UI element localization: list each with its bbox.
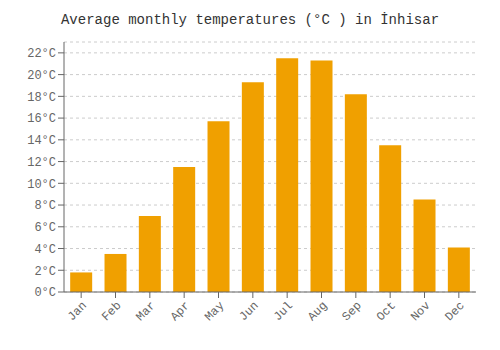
svg-text:Mar: Mar <box>134 299 159 324</box>
svg-text:6°C: 6°C <box>34 221 56 235</box>
svg-text:16°C: 16°C <box>27 112 56 126</box>
svg-text:22°C: 22°C <box>27 47 56 61</box>
svg-text:Jul: Jul <box>271 299 296 324</box>
svg-text:4°C: 4°C <box>34 243 56 257</box>
html-text:Average monthly temperatures (: Average monthly temperatures (°C ) in İn… <box>61 12 439 28</box>
svg-text:14°C: 14°C <box>27 134 56 148</box>
svg-text:20°C: 20°C <box>27 69 56 83</box>
svg-text:May: May <box>202 299 227 324</box>
svg-text:18°C: 18°C <box>27 91 56 105</box>
svg-text:8°C: 8°C <box>34 199 56 213</box>
svg-text:Sep: Sep <box>340 299 365 324</box>
svg-text:2°C: 2°C <box>34 265 56 279</box>
svg-text:Jan: Jan <box>65 299 90 324</box>
svg-text:Dec: Dec <box>443 299 468 324</box>
svg-text:Apr: Apr <box>168 299 193 324</box>
svg-text:10°C: 10°C <box>27 178 56 192</box>
svg-text:0°C: 0°C <box>34 286 56 300</box>
svg-text:Oct: Oct <box>374 299 399 324</box>
svg-text:Feb: Feb <box>99 299 124 324</box>
svg-text:Nov: Nov <box>408 299 433 324</box>
svg-text:12°C: 12°C <box>27 156 56 170</box>
svg-text:Aug: Aug <box>305 299 330 324</box>
svg-text:Jun: Jun <box>237 299 262 324</box>
